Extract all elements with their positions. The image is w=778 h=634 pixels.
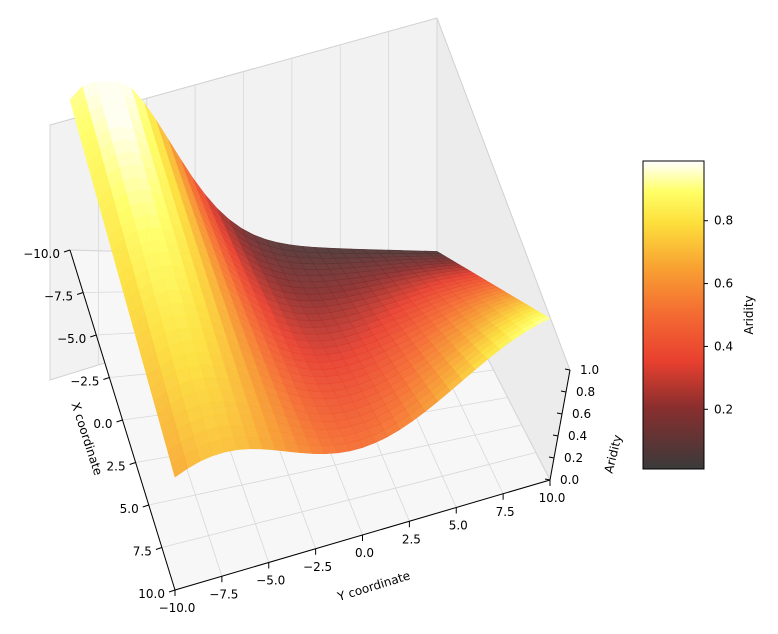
x-tick-mark [116, 419, 123, 423]
z-tick-mark [552, 434, 559, 437]
x-tick-label: −10.0 [23, 247, 60, 261]
x-tick-mark [63, 249, 71, 253]
aridity-surface [69, 81, 551, 478]
z-tick-mark [564, 368, 571, 371]
y-tick-label: −2.5 [303, 560, 332, 574]
z-axis-label: Aridity [602, 433, 625, 474]
y-tick-label: 2.5 [402, 532, 421, 546]
x-tick-label: 0.0 [93, 417, 112, 431]
colorbar-tick-label: 0.4 [714, 339, 733, 353]
y-tick-label: −5.0 [256, 574, 285, 588]
z-tick-mark [560, 390, 567, 393]
z-tick-label: 0.8 [576, 385, 595, 399]
floor-gridline [148, 424, 522, 506]
colorbar-label: Aridity [742, 295, 756, 334]
x-axis-label: X coordinate [68, 400, 105, 477]
z-axis-line [549, 369, 571, 481]
x-tick-label: 5.0 [120, 502, 139, 516]
x-tick-label: 7.5 [133, 545, 152, 559]
x-tick-mark [76, 292, 84, 295]
x-tick-mark [90, 334, 97, 338]
z-tick-label: 0.4 [568, 429, 587, 443]
x-tick-label: −5.0 [57, 332, 86, 346]
y-tick-label: 7.5 [496, 505, 515, 519]
colorbar-gradient [642, 160, 705, 470]
x-tick-label: 2.5 [107, 460, 126, 474]
z-tick-label: 0.2 [564, 451, 583, 465]
x-tick-mark [155, 547, 163, 550]
y-axis-label: Y coordinate [335, 568, 412, 604]
surface-facet [69, 86, 87, 114]
y-tick-label: −7.5 [209, 587, 238, 601]
z-tick-mark [548, 456, 555, 459]
y-tick-label: 10.0 [539, 491, 566, 505]
x-tick-mark [168, 589, 176, 593]
x-tick-label: 10.0 [138, 587, 165, 601]
z-tick-mark [556, 412, 563, 415]
y-ticks: −10.0 −7.5 −5.0 −2.5 0.0 2.5 5.0 7.5 10.0 [159, 480, 566, 615]
colorbar: 0.2 0.4 0.6 0.8 Aridity [642, 160, 756, 470]
colorbar-tick-label: 0.8 [714, 214, 733, 228]
x-tick-mark [129, 462, 136, 465]
z-tick-label: 0.6 [572, 407, 591, 421]
x-ticks: −10.0 −7.5 −5.0 −2.5 0.0 2.5 5.0 7.5 10.0 [23, 247, 176, 601]
colorbar-ticks: 0.2 0.4 0.6 0.8 [704, 214, 733, 416]
y-tick-label: 5.0 [449, 519, 468, 533]
z-tick-mark [544, 478, 551, 481]
y-tick-label: −10.0 [159, 601, 196, 615]
floor-gridline [161, 452, 536, 548]
x-tick-label: −7.5 [44, 290, 73, 304]
z-tick-label: 0.0 [560, 473, 579, 487]
z-ticks: 0.0 0.2 0.4 0.6 0.8 1.0 [544, 363, 599, 487]
x-tick-label: −2.5 [70, 375, 99, 389]
z-tick-label: 1.0 [580, 363, 599, 377]
colorbar-tick-label: 0.6 [714, 277, 733, 291]
y-tick-label: 0.0 [355, 546, 374, 560]
x-tick-mark [103, 377, 110, 380]
x-tick-mark [142, 504, 149, 508]
colorbar-tick-label: 0.2 [714, 402, 733, 416]
